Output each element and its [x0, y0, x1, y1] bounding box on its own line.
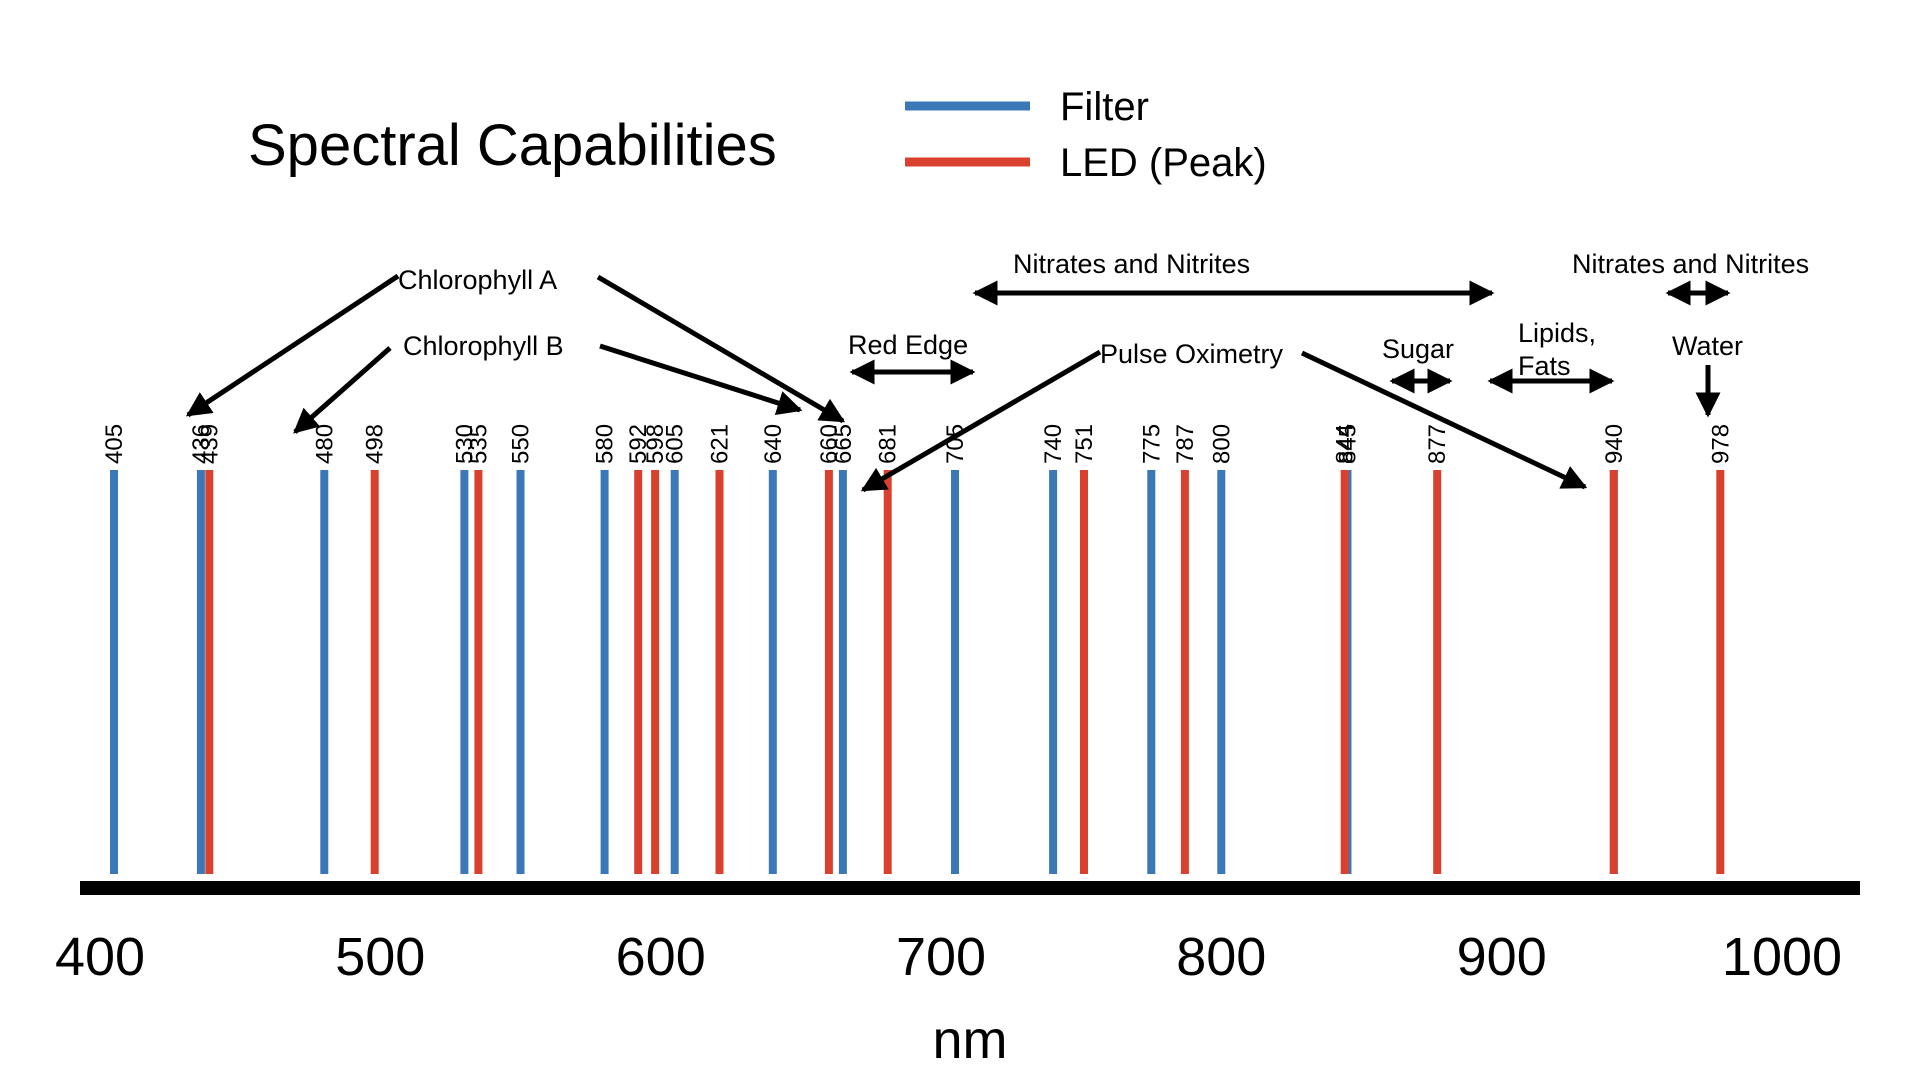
- bar-filter-665: [838, 470, 847, 874]
- wavelength-label-845: 845: [1335, 424, 1362, 464]
- bar-filter-580: [600, 470, 609, 874]
- bar-led-978: [1716, 470, 1725, 874]
- bar-filter-640: [768, 470, 777, 874]
- chlorophyll-a-arrow-right: [596, 274, 846, 424]
- wavelength-label-800: 800: [1208, 424, 1235, 464]
- bar-filter-530: [460, 470, 469, 874]
- sugar-label: Sugar: [1382, 334, 1454, 364]
- pulse-oximetry-arrow-left: [860, 349, 1102, 493]
- wavelength-labels: 405 436 480 530 550 580 605 640 665 705 740 775 800 8…: [101, 424, 1734, 464]
- nitrates-label-2: Nitrates and Nitrites: [1572, 249, 1809, 279]
- bar-filter-705: [951, 470, 959, 874]
- bar-filter-800: [1217, 470, 1226, 874]
- bar-led-592: [634, 470, 643, 874]
- annotations: [185, 273, 1731, 493]
- wavelength-label-660: 660: [816, 424, 843, 464]
- wavelength-label-621: 621: [707, 424, 734, 464]
- water-label: Water: [1672, 331, 1743, 361]
- bar-filter-550: [516, 470, 525, 874]
- bar-filter-436: [196, 470, 205, 874]
- wavelength-label-535: 535: [465, 424, 492, 464]
- legend: Filter LED (Peak): [905, 85, 1267, 185]
- chlorophyll-a-label: Chlorophyll A: [398, 265, 557, 295]
- wavelength-label-665: 665: [830, 424, 857, 464]
- nitrates-label-1: Nitrates and Nitrites: [1013, 249, 1250, 279]
- x-tick-labels: 400 500 600 700 800 900 1000: [55, 927, 1842, 987]
- wavelength-label-640: 640: [760, 424, 787, 464]
- wavelength-label-580: 580: [592, 424, 619, 464]
- wavelength-label-940: 940: [1601, 424, 1628, 464]
- bar-filter-775: [1147, 470, 1156, 874]
- wavelength-label-498: 498: [362, 424, 389, 464]
- lipids-label-line1: Lipids,: [1518, 318, 1596, 348]
- red-edge-label: Red Edge: [848, 330, 968, 360]
- x-tick-1000: 1000: [1722, 927, 1842, 987]
- bar-led-660: [824, 470, 833, 874]
- x-tick-900: 900: [1457, 927, 1547, 987]
- bar-filter-480: [320, 470, 329, 874]
- bar-filter-740: [1049, 470, 1058, 874]
- bars-group: [110, 470, 1725, 874]
- wavelength-label-592: 592: [625, 424, 652, 464]
- x-tick-500: 500: [335, 927, 425, 987]
- wavelength-label-550: 550: [508, 424, 535, 464]
- pulse-oximetry-arrow-right: [1300, 350, 1588, 490]
- x-tick-800: 800: [1176, 927, 1266, 987]
- wavelength-label-740: 740: [1040, 424, 1067, 464]
- x-tick-700: 700: [896, 927, 986, 987]
- bar-led-498: [370, 470, 379, 874]
- wavelength-label-775: 775: [1138, 424, 1165, 464]
- bar-led-621: [715, 470, 724, 874]
- bar-led-787: [1180, 470, 1189, 874]
- bar-led-681: [883, 470, 892, 874]
- wavelength-label-844: 844: [1332, 424, 1359, 464]
- x-axis-label: nm: [932, 1010, 1007, 1070]
- bar-led-844: [1340, 470, 1349, 874]
- legend-label-filter: Filter: [1060, 85, 1149, 129]
- wavelength-label-978: 978: [1707, 424, 1734, 464]
- wavelength-label-681: 681: [875, 424, 902, 464]
- bar-led-535: [474, 470, 483, 874]
- x-tick-600: 600: [616, 927, 706, 987]
- x-axis-line: [80, 881, 1860, 895]
- bar-filter-405: [110, 470, 118, 874]
- wavelength-label-405: 405: [101, 424, 128, 464]
- chlorophyll-b-arrow-left: [293, 346, 392, 434]
- pulse-oximetry-label: Pulse Oximetry: [1100, 339, 1284, 369]
- chlorophyll-b-arrow-right: [599, 343, 803, 416]
- bar-led-439: [205, 470, 214, 874]
- chlorophyll-a-arrow-left: [185, 273, 400, 418]
- lipids-label-line2: Fats: [1518, 351, 1571, 381]
- bar-led-940: [1609, 470, 1618, 874]
- wavelength-label-751: 751: [1071, 424, 1098, 464]
- x-tick-400: 400: [55, 927, 145, 987]
- annotation-labels: Chlorophyll A Chlorophyll B Red Edge Pul…: [398, 249, 1809, 381]
- wavelength-label-598: 598: [642, 424, 669, 464]
- bar-led-751: [1080, 470, 1088, 874]
- wavelength-label-436: 436: [188, 424, 215, 464]
- chart-title: Spectral Capabilities: [248, 113, 777, 178]
- chlorophyll-b-label: Chlorophyll B: [403, 331, 564, 361]
- wavelength-label-605: 605: [662, 424, 689, 464]
- legend-label-led: LED (Peak): [1060, 141, 1267, 185]
- bar-led-877: [1433, 470, 1442, 874]
- wavelength-label-877: 877: [1424, 424, 1451, 464]
- wavelength-label-480: 480: [311, 424, 338, 464]
- bar-led-598: [651, 470, 660, 874]
- wavelength-label-439: 439: [196, 424, 223, 464]
- wavelength-label-530: 530: [451, 424, 478, 464]
- bar-filter-605: [670, 470, 679, 874]
- wavelength-label-787: 787: [1172, 424, 1199, 464]
